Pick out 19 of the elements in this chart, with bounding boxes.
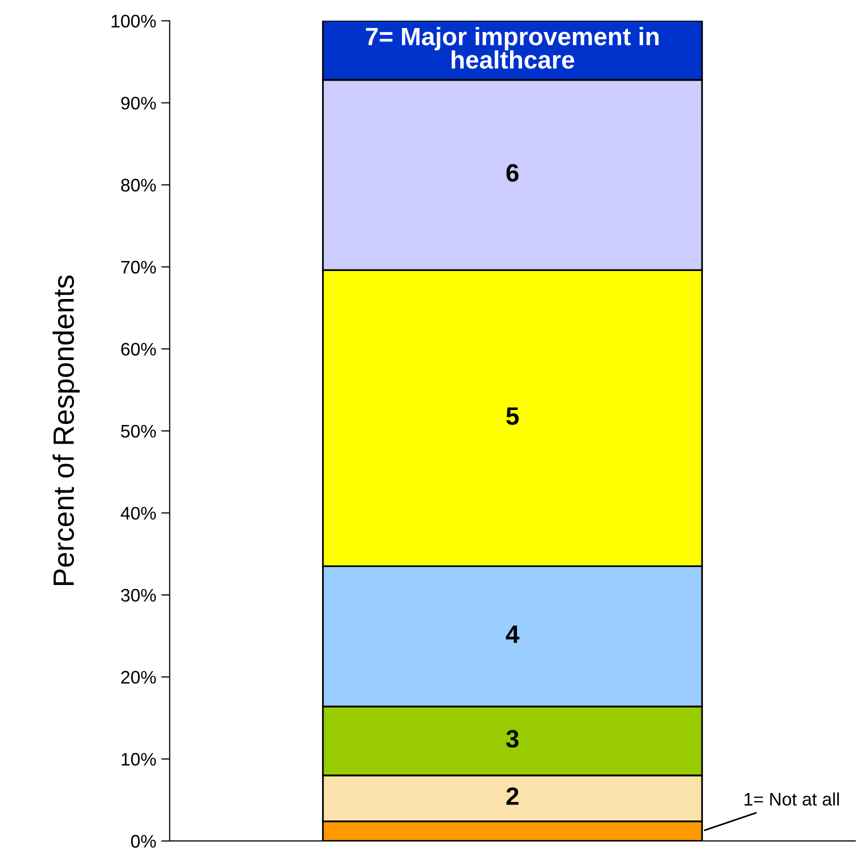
y-tick-label: 30%	[121, 588, 156, 602]
y-tick-label: 90%	[121, 96, 156, 110]
series-label: 3	[506, 730, 519, 748]
series-label: 5	[506, 407, 519, 425]
series-label: 4	[506, 626, 520, 643]
text: 1= Not at all	[744, 792, 839, 806]
series-label: 6	[506, 164, 519, 182]
y-tick-label: 0%	[131, 834, 156, 848]
y-tick-label: 70%	[121, 260, 156, 274]
y-tick-label: 10%	[122, 752, 156, 766]
series-label: 7= Major improvement in healthcare	[366, 27, 659, 69]
series-label: 2	[506, 787, 518, 805]
y-tick-label: 80%	[121, 178, 156, 192]
y-tick-label: 40%	[120, 506, 156, 520]
y-tick-label: 60%	[121, 342, 156, 356]
y-axis-title: Percent of Respondents	[52, 275, 80, 585]
y-tick-label: 50%	[121, 424, 156, 438]
y-tick-label: 100%	[112, 14, 156, 28]
y-tick-label: 20%	[121, 670, 156, 684]
